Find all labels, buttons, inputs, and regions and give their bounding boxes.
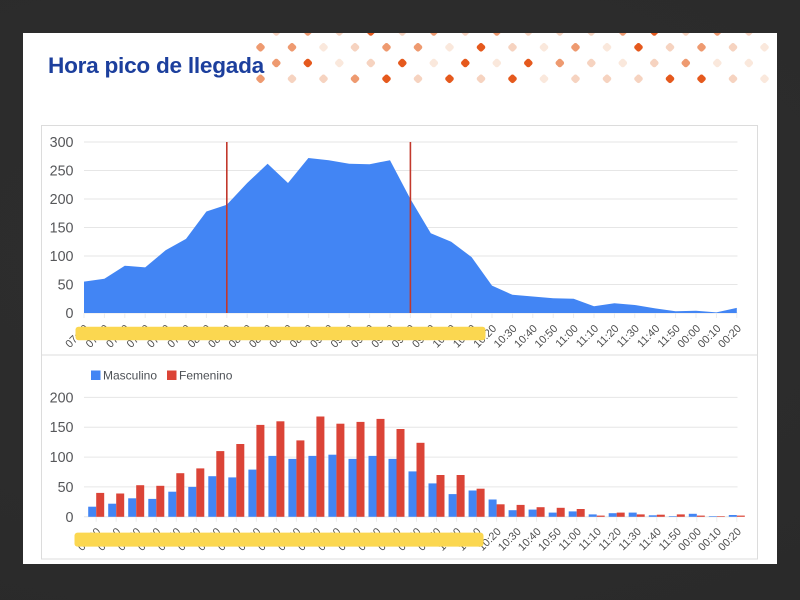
svg-text:200: 200 [50, 192, 74, 208]
svg-text:0: 0 [66, 306, 74, 322]
svg-text:Masculino: Masculino [103, 369, 157, 383]
svg-text:100: 100 [50, 450, 74, 466]
svg-text:200: 200 [50, 390, 74, 406]
svg-text:50: 50 [58, 278, 74, 294]
svg-text:50: 50 [58, 480, 74, 496]
svg-text:Hora pico de llegada: Hora pico de llegada [48, 53, 265, 78]
svg-text:150: 150 [50, 420, 74, 436]
svg-text:Femenino: Femenino [179, 369, 233, 383]
svg-text:0: 0 [66, 510, 74, 526]
svg-text:250: 250 [50, 164, 74, 180]
svg-text:300: 300 [50, 135, 74, 151]
svg-text:150: 150 [50, 221, 74, 237]
svg-text:100: 100 [50, 249, 74, 265]
